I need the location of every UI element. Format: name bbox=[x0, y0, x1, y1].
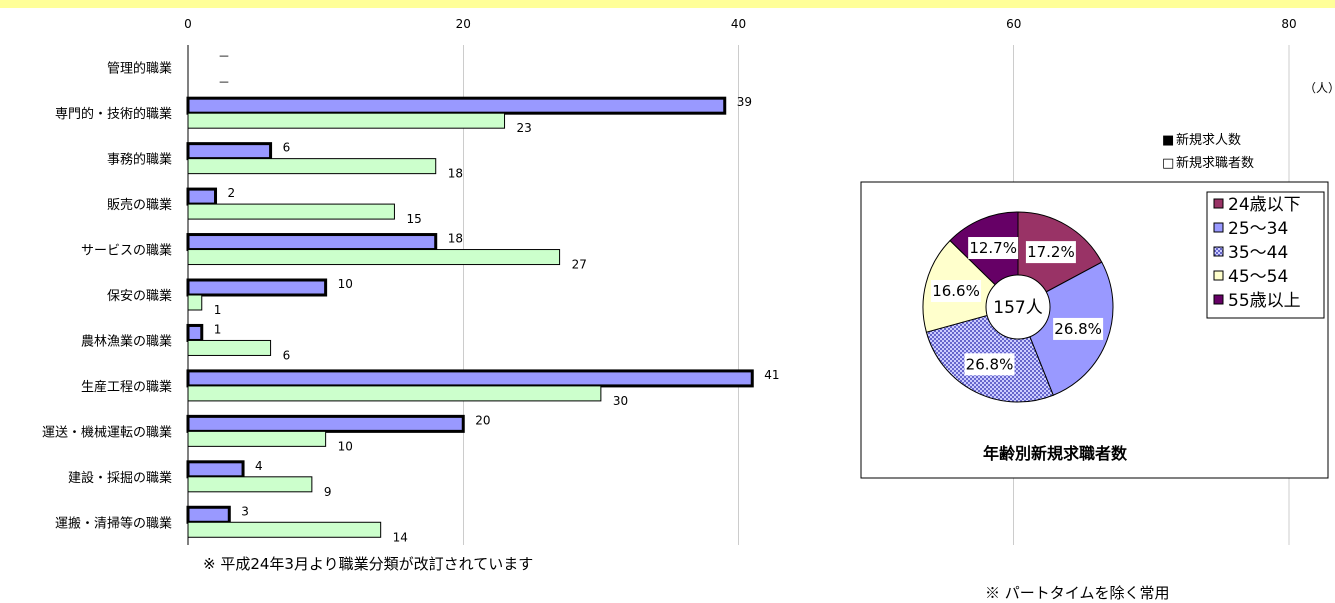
bar-new-applicants bbox=[187, 294, 203, 311]
bar-chart-x-ticks: 0 20 40 60 80 bbox=[184, 17, 1296, 31]
x-tick-label: 0 bbox=[184, 17, 192, 31]
bar-new-applicants bbox=[187, 158, 437, 175]
value-label-new-applicants: 1 bbox=[214, 303, 222, 317]
category-label: 販売の職業 bbox=[107, 197, 172, 213]
value-label-new-openings: 18 bbox=[448, 232, 463, 246]
pie-chart-hole bbox=[985, 274, 1051, 340]
x-tick-label: 40 bbox=[731, 17, 746, 31]
bar-chart-value-labels: － － 39 23 6 18 2 15 18 27 10 1 1 6 41 30 20 10 4 9 3 14 bbox=[214, 50, 780, 545]
bar-new-openings bbox=[186, 460, 245, 479]
x-tick-label: 20 bbox=[456, 17, 471, 31]
bar-new-applicants bbox=[187, 249, 561, 266]
pie-slice-label: 12.7% bbox=[969, 239, 1017, 257]
value-label-new-openings: 20 bbox=[475, 413, 490, 427]
value-label-new-applicants: 15 bbox=[406, 212, 421, 226]
category-label: 事務的職業 bbox=[107, 152, 172, 168]
pie-chart-slice-labels: 17.2% 26.8% 26.8% 16.6% 12.7% bbox=[931, 237, 1104, 376]
pie-label-bg bbox=[1025, 241, 1076, 264]
bar-new-applicants bbox=[187, 112, 506, 129]
category-label: 保安の職業 bbox=[107, 288, 172, 304]
pie-legend-swatch bbox=[1213, 222, 1224, 233]
value-label-new-openings: 41 bbox=[764, 368, 779, 382]
pie-slice-label: 26.8% bbox=[1054, 320, 1102, 338]
x-tick-label: 60 bbox=[1006, 17, 1021, 31]
pie-label-bg bbox=[1053, 317, 1104, 340]
value-label-new-openings: 39 bbox=[737, 95, 752, 109]
category-label: 農林漁業の職業 bbox=[81, 333, 172, 349]
value-label-new-openings: 4 bbox=[255, 459, 263, 473]
value-label-new-applicants: － bbox=[218, 76, 230, 90]
bar-new-applicants bbox=[187, 430, 327, 447]
employment-type-note: ※ パートタイムを除く常用 bbox=[985, 584, 1170, 602]
pie-legend-label: 55歳以上 bbox=[1228, 291, 1301, 311]
category-label: 生産工程の職業 bbox=[81, 379, 172, 395]
legend-label-new-applicants: 新規求職者数 bbox=[1176, 155, 1254, 171]
bar-new-openings bbox=[186, 278, 328, 297]
pie-slice-label: 16.6% bbox=[932, 282, 980, 300]
bar-new-openings bbox=[186, 187, 218, 206]
value-label-new-applicants: 23 bbox=[517, 121, 532, 135]
value-label-new-applicants: 30 bbox=[613, 394, 628, 408]
pie-slice-label: 17.2% bbox=[1027, 243, 1075, 261]
pie-legend-label: 45～54 bbox=[1228, 267, 1288, 287]
category-label: 運搬・清掃等の職業 bbox=[55, 515, 172, 531]
legend-symbol-new-openings: ■ bbox=[1162, 133, 1174, 148]
value-label-new-applicants: 9 bbox=[324, 485, 332, 499]
value-label-new-openings: 2 bbox=[228, 186, 236, 200]
bar-chart-legend: ■ 新規求人数 □ 新規求職者数 bbox=[1162, 132, 1254, 171]
category-label: 管理的職業 bbox=[107, 61, 172, 77]
value-label-new-openings: 10 bbox=[338, 277, 353, 291]
pie-label-bg bbox=[968, 237, 1019, 260]
bar-new-applicants bbox=[187, 203, 395, 220]
bar-chart-categories: 管理的職業専門的・技術的職業事務的職業販売の職業サービスの職業保安の職業農林漁業… bbox=[42, 61, 172, 532]
bar-new-openings bbox=[186, 369, 754, 388]
pie-legend-label: 25～34 bbox=[1228, 219, 1288, 239]
value-label-new-applicants: 18 bbox=[448, 167, 463, 181]
category-label: 建設・採掘の職業 bbox=[68, 470, 172, 486]
bar-new-applicants bbox=[187, 521, 382, 538]
pie-label-bg bbox=[931, 280, 982, 303]
pie-legend-swatch bbox=[1213, 198, 1224, 209]
bar-new-applicants bbox=[187, 476, 313, 493]
category-label: 専門的・技術的職業 bbox=[55, 106, 172, 122]
value-label-new-openings: － bbox=[218, 50, 230, 64]
pie-legend-swatch bbox=[1213, 294, 1224, 305]
pie-legend-swatch bbox=[1213, 246, 1224, 257]
bar-chart-bars bbox=[186, 96, 754, 538]
top-color-band bbox=[0, 0, 1335, 8]
pie-legend-swatch bbox=[1213, 270, 1224, 281]
pie-center-label: 157人 bbox=[993, 298, 1042, 318]
value-label-new-applicants: 27 bbox=[572, 258, 587, 272]
pie-legend-label: 24歳以下 bbox=[1228, 195, 1301, 215]
bar-new-applicants bbox=[187, 339, 272, 356]
value-label-new-applicants: 10 bbox=[338, 439, 353, 453]
pie-chart-legend: 24歳以下 25～34 35～44 45～54 55歳以上 bbox=[1213, 195, 1301, 311]
bar-new-openings bbox=[186, 323, 204, 342]
x-tick-label: 80 bbox=[1281, 17, 1296, 31]
pie-chart-title: 年齢別新規求職者数 bbox=[983, 444, 1128, 463]
classification-note: ※ 平成24年3月より職業分類が改訂されています bbox=[203, 555, 534, 573]
value-label-new-openings: 3 bbox=[241, 504, 249, 518]
bar-new-openings bbox=[186, 142, 273, 161]
value-label-new-openings: 6 bbox=[283, 141, 291, 155]
legend-label-new-openings: 新規求人数 bbox=[1176, 132, 1241, 148]
pie-legend-label: 35～44 bbox=[1228, 243, 1288, 263]
value-label-new-openings: 1 bbox=[214, 322, 222, 336]
value-label-new-applicants: 14 bbox=[393, 530, 408, 544]
pie-slice-label: 26.8% bbox=[966, 355, 1014, 373]
bar-new-applicants bbox=[187, 385, 602, 402]
value-label-new-applicants: 6 bbox=[283, 348, 291, 362]
pie-chart-legend-box bbox=[1206, 191, 1325, 319]
bar-new-openings bbox=[186, 96, 727, 115]
category-label: 運送・機械運転の職業 bbox=[42, 424, 172, 440]
pie-label-bg bbox=[964, 353, 1015, 376]
bar-new-openings bbox=[186, 414, 465, 433]
unit-label: （人） bbox=[1304, 81, 1335, 95]
bar-new-openings bbox=[186, 233, 438, 252]
bar-new-openings bbox=[186, 505, 231, 524]
legend-symbol-new-applicants: □ bbox=[1162, 156, 1174, 171]
category-label: サービスの職業 bbox=[81, 243, 172, 259]
